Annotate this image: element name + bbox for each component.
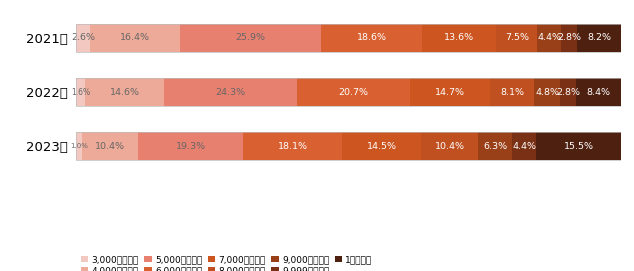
Bar	[410, 78, 490, 106]
Bar	[82, 132, 138, 160]
Bar	[342, 132, 421, 160]
Bar	[90, 24, 179, 52]
Text: 13.6%: 13.6%	[444, 33, 474, 43]
Bar	[496, 24, 538, 52]
Bar	[478, 132, 512, 160]
Bar	[179, 24, 321, 52]
Bar	[138, 132, 243, 160]
Bar	[421, 132, 478, 160]
Text: 8.2%: 8.2%	[587, 33, 611, 43]
Bar	[164, 78, 297, 106]
Text: 8.1%: 8.1%	[500, 88, 524, 97]
Bar	[297, 78, 410, 106]
Bar	[85, 78, 164, 106]
Text: 14.6%: 14.6%	[110, 88, 139, 97]
Text: 10.4%: 10.4%	[95, 142, 125, 151]
Text: 19.3%: 19.3%	[176, 142, 206, 151]
Text: 10.4%: 10.4%	[434, 142, 465, 151]
Text: 1.0%: 1.0%	[70, 143, 87, 149]
Bar	[76, 132, 82, 160]
Text: 4.4%: 4.4%	[538, 33, 561, 43]
Text: 25.9%: 25.9%	[235, 33, 265, 43]
Text: 16.4%: 16.4%	[120, 33, 150, 43]
Bar	[512, 132, 536, 160]
Bar	[538, 24, 561, 52]
Bar	[243, 132, 342, 160]
Bar	[76, 24, 621, 52]
Bar	[536, 132, 621, 160]
Text: 14.7%: 14.7%	[435, 88, 465, 97]
Text: 2.6%: 2.6%	[71, 33, 95, 43]
Bar	[534, 78, 560, 106]
Bar	[76, 78, 85, 106]
Bar	[490, 78, 534, 106]
Text: 20.7%: 20.7%	[339, 88, 368, 97]
Text: 24.3%: 24.3%	[216, 88, 246, 97]
Text: 15.5%: 15.5%	[564, 142, 593, 151]
Bar	[76, 24, 90, 52]
Text: 14.5%: 14.5%	[366, 142, 397, 151]
Bar	[561, 24, 576, 52]
Text: 1.6%: 1.6%	[71, 88, 90, 97]
Text: 2.8%: 2.8%	[557, 33, 581, 43]
Text: 8.4%: 8.4%	[586, 88, 611, 97]
Text: 6.3%: 6.3%	[483, 142, 507, 151]
Bar	[560, 78, 576, 106]
Text: 18.6%: 18.6%	[356, 33, 387, 43]
Bar	[576, 24, 621, 52]
Text: 2.8%: 2.8%	[556, 88, 580, 97]
Bar	[321, 24, 422, 52]
Text: 4.8%: 4.8%	[535, 88, 559, 97]
Text: 4.4%: 4.4%	[512, 142, 536, 151]
Bar	[76, 78, 621, 106]
Bar	[576, 78, 621, 106]
Bar	[76, 132, 621, 160]
Text: 18.1%: 18.1%	[278, 142, 308, 151]
Bar	[422, 24, 496, 52]
Text: 7.5%: 7.5%	[505, 33, 529, 43]
Legend: 3,000万円以下, 4,000万円以下, 5,000万円以下, 6,000万円以下, 7,000万円以下, 8,000万円以下, 9,000万円以下, 9,9: 3,000万円以下, 4,000万円以下, 5,000万円以下, 6,000万円…	[81, 255, 373, 271]
